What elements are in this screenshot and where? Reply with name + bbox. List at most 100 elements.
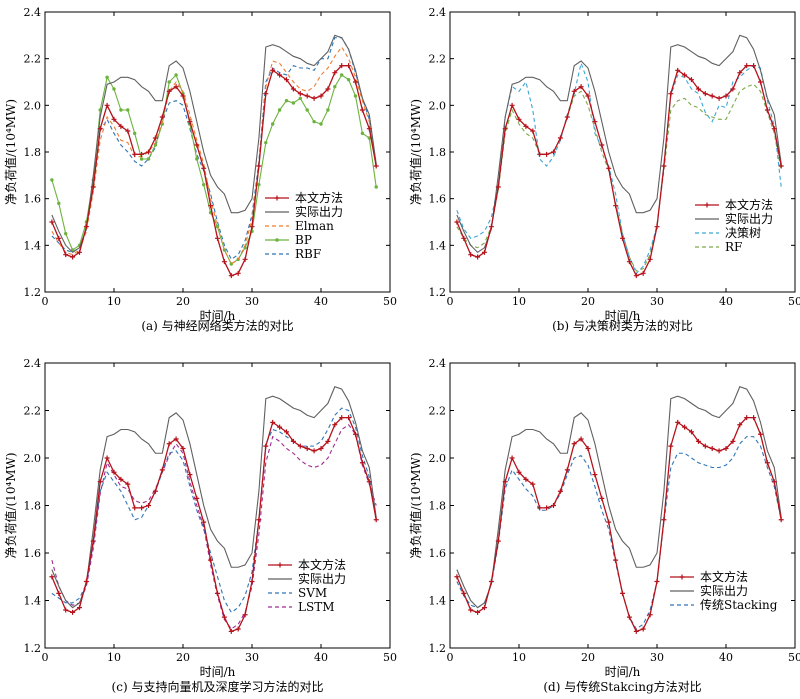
data-point xyxy=(264,140,268,145)
data-point xyxy=(215,235,220,241)
y-tick-label: 2.4 xyxy=(429,6,447,19)
data-point xyxy=(544,151,550,157)
legend-label-1: 实际出力 xyxy=(725,211,773,226)
data-point xyxy=(63,607,69,613)
x-axis-label: 时间/h xyxy=(200,665,236,679)
data-point xyxy=(304,93,310,99)
data-point xyxy=(468,607,474,613)
x-tick-label: 30 xyxy=(650,295,664,308)
data-point xyxy=(353,94,358,98)
series-line-4 xyxy=(51,37,377,261)
data-point xyxy=(764,107,770,113)
x-axis-label: 时间/h xyxy=(605,309,641,323)
data-point xyxy=(682,72,688,78)
data-point xyxy=(257,182,261,187)
x-tick-label: 40 xyxy=(719,651,733,664)
data-point xyxy=(57,201,61,206)
data-point xyxy=(661,163,667,169)
data-point xyxy=(152,135,158,141)
data-point xyxy=(758,431,763,437)
data-point xyxy=(325,438,331,444)
data-point xyxy=(146,149,151,155)
data-point xyxy=(668,443,674,449)
legend-label-2: SVM xyxy=(298,586,327,600)
data-point xyxy=(346,415,352,421)
series-line-0 xyxy=(456,65,782,277)
data-point xyxy=(263,443,269,449)
data-point xyxy=(571,88,577,94)
data-point xyxy=(716,448,722,454)
series-line-2 xyxy=(51,407,377,614)
data-point xyxy=(83,224,89,230)
plot-frame xyxy=(44,362,391,649)
data-point xyxy=(56,235,62,241)
data-point xyxy=(461,235,467,241)
data-point xyxy=(63,231,68,236)
x-tick-label: 20 xyxy=(176,295,190,308)
data-point xyxy=(668,91,674,97)
x-tick-label: 0 xyxy=(447,295,454,308)
data-point xyxy=(201,165,207,171)
data-point xyxy=(564,467,570,473)
data-point xyxy=(592,472,598,478)
data-point xyxy=(592,119,598,125)
data-point xyxy=(332,70,338,76)
y-tick-label: 1.8 xyxy=(24,500,42,513)
legend-label-0: 本文方法 xyxy=(298,557,346,572)
data-point xyxy=(578,84,584,90)
data-point xyxy=(125,128,131,134)
plot-frame xyxy=(44,11,391,293)
data-point xyxy=(111,469,117,475)
data-point xyxy=(716,95,722,101)
data-point xyxy=(332,422,338,428)
legend-label-4: RBF xyxy=(295,247,321,261)
data-point xyxy=(530,128,536,134)
data-point xyxy=(56,590,62,596)
data-point xyxy=(187,119,193,125)
panel-caption: (d) 与传统Stakcing方法对比 xyxy=(543,679,701,694)
x-tick-label: 20 xyxy=(581,295,595,308)
x-tick-label: 50 xyxy=(383,651,397,664)
data-point xyxy=(502,126,508,132)
y-tick-label: 1.6 xyxy=(24,193,42,206)
data-point xyxy=(557,488,563,494)
data-point xyxy=(702,443,708,449)
chart-panel-3: 1.2 1.4 1.6 1.8 2.0 2.2 2.4 0 10 20 30 40 50 时间/h 净负荷值… xyxy=(408,357,800,694)
data-point xyxy=(132,505,138,511)
data-point xyxy=(366,479,372,485)
x-tick-label: 10 xyxy=(512,295,526,308)
data-point xyxy=(249,224,255,230)
data-point xyxy=(312,119,316,124)
data-point xyxy=(468,252,474,258)
data-point xyxy=(119,108,123,112)
y-tick-label: 1.2 xyxy=(429,286,447,299)
y-tick-label: 2.4 xyxy=(429,357,447,370)
data-point xyxy=(461,590,467,596)
data-point xyxy=(620,590,625,596)
data-point xyxy=(599,142,605,148)
data-point xyxy=(695,438,701,444)
series-line-1 xyxy=(456,386,782,609)
chart-panel-0: 1.2 1.4 1.6 1.8 2.0 2.2 2.4 0 10 20 30 40 50 时间/h 净负荷值… xyxy=(3,6,397,333)
legend-label-2: 传统Stacking xyxy=(700,597,778,612)
data-point xyxy=(606,519,612,525)
data-point xyxy=(125,481,131,487)
data-point xyxy=(564,114,570,120)
data-point xyxy=(613,557,619,563)
data-point xyxy=(557,135,563,141)
data-point xyxy=(613,203,619,209)
x-tick-label: 50 xyxy=(788,295,800,308)
y-tick-label: 1.2 xyxy=(24,286,42,299)
data-point xyxy=(222,248,227,252)
x-tick-label: 30 xyxy=(650,651,664,664)
data-point xyxy=(709,446,715,451)
data-point xyxy=(235,270,241,276)
data-point xyxy=(118,123,124,129)
legend-label-0: 本文方法 xyxy=(725,197,773,212)
data-point xyxy=(523,123,529,129)
panel-caption: (a) 与神经网络类方法的对比 xyxy=(141,318,293,333)
